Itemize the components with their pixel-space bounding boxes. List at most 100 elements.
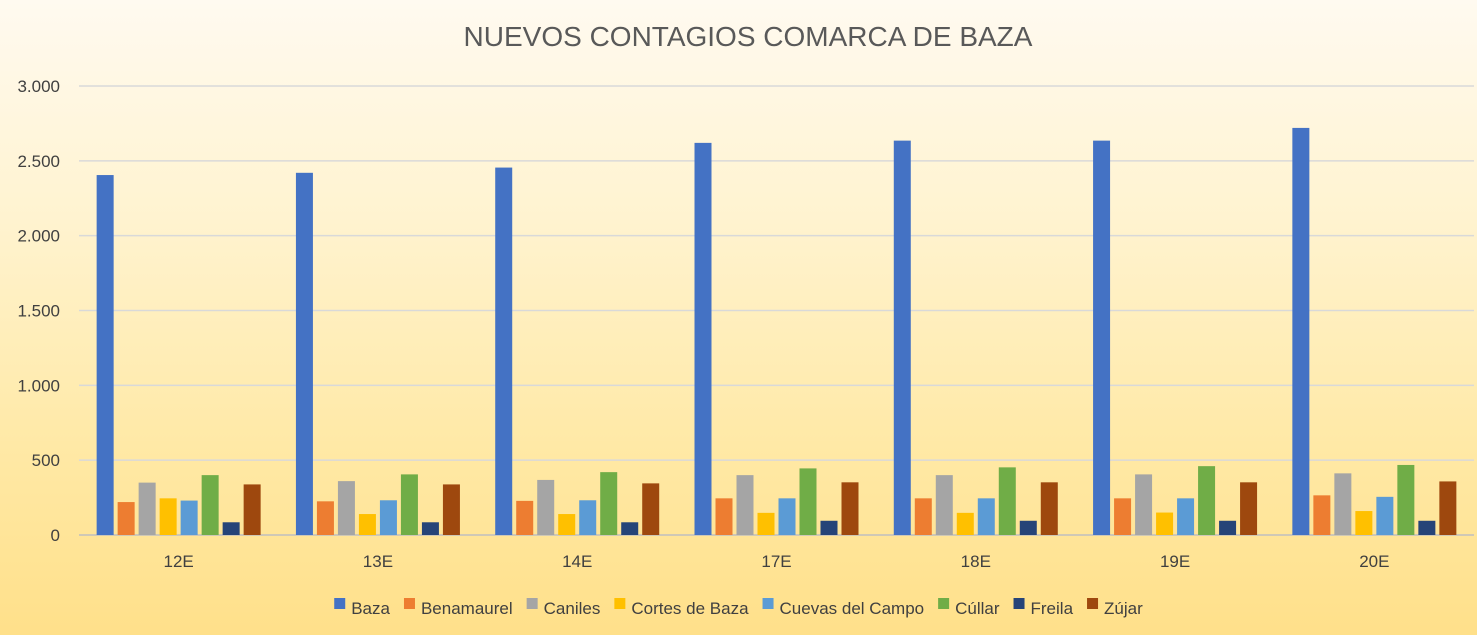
legend-swatch [762, 598, 774, 609]
bar-freila-19e [1219, 520, 1237, 535]
legend-item: Cúllar [938, 598, 1000, 618]
bar-zújar-20e [1439, 481, 1457, 535]
bar-baza-18e [893, 140, 911, 535]
legend-swatch [614, 598, 626, 609]
chart-title: NUEVOS CONTAGIOS COMARCA DE BAZA [464, 21, 1033, 52]
legend-swatch [1087, 598, 1099, 609]
bar-cúllar-12e [201, 475, 219, 535]
bar-zújar-12e [243, 484, 261, 535]
y-tick-label: 0 [51, 526, 60, 545]
legend-label: Cortes de Baza [631, 599, 749, 618]
x-tick-label: 13E [363, 552, 393, 571]
bar-cortes-de-baza-12e [159, 498, 177, 535]
x-axis-ticks: 12E 13E 14E 17E 18E 19E 20E [164, 552, 1390, 571]
legend-label: Cúllar [955, 599, 1000, 618]
bar-cuevas-del-campo-17e [778, 498, 796, 535]
legend-swatch [1013, 598, 1025, 609]
bar-zújar-19e [1240, 482, 1258, 535]
bar-cuevas-del-campo-19e [1177, 498, 1195, 535]
bar-caniles-19e [1135, 474, 1153, 535]
bar-zújar-18e [1040, 482, 1058, 535]
bar-benamaurel-17e [715, 498, 733, 535]
y-tick-label: 3.000 [17, 77, 60, 96]
bar-benamaurel-19e [1114, 498, 1132, 535]
bar-cortes-de-baza-19e [1156, 512, 1174, 535]
bar-cuevas-del-campo-12e [180, 500, 198, 535]
legend-swatch [334, 598, 346, 609]
legend-item: Cortes de Baza [614, 598, 749, 618]
bar-caniles-18e [935, 475, 953, 535]
bar-cortes-de-baza-14e [558, 514, 576, 535]
legend-label: Zújar [1104, 599, 1143, 618]
y-tick-label: 2.000 [17, 227, 60, 246]
bar-caniles-20e [1334, 473, 1352, 535]
bar-cúllar-19e [1198, 466, 1216, 535]
legend-item: Benamaurel [403, 598, 513, 618]
legend-item: Zújar [1087, 598, 1143, 618]
bar-benamaurel-14e [516, 500, 534, 535]
bar-cúllar-13e [400, 474, 418, 535]
y-axis-ticks: 0 500 1.000 1.500 2.000 2.500 3.000 [17, 77, 60, 545]
bar-benamaurel-18e [914, 498, 932, 535]
bar-cúllar-20e [1397, 464, 1415, 535]
bar-cuevas-del-campo-18e [977, 498, 995, 535]
legend-item: Cuevas del Campo [762, 598, 925, 618]
bar-baza-17e [694, 142, 712, 535]
legend-label: Benamaurel [421, 599, 513, 618]
bar-cortes-de-baza-18e [956, 512, 974, 535]
bar-baza-19e [1093, 140, 1111, 535]
bar-freila-14e [621, 522, 639, 535]
y-tick-label: 1.000 [17, 376, 60, 395]
legend-swatch [403, 598, 415, 609]
x-tick-label: 14E [562, 552, 592, 571]
legend-label: Cuevas del Campo [780, 599, 925, 618]
legend-item: Caniles [526, 598, 601, 618]
bar-baza-13e [295, 172, 313, 535]
bar-baza-12e [96, 175, 114, 535]
bar-freila-18e [1019, 520, 1037, 535]
bar-cortes-de-baza-20e [1355, 511, 1373, 535]
y-tick-label: 1.500 [17, 302, 60, 321]
bar-caniles-12e [138, 482, 156, 535]
legend-item: Baza [334, 598, 391, 618]
gridlines [79, 85, 1474, 536]
bar-freila-20e [1418, 520, 1436, 535]
bar-cuevas-del-campo-20e [1376, 496, 1394, 535]
bar-freila-17e [820, 520, 838, 535]
legend-label: Freila [1031, 599, 1074, 618]
x-tick-label: 19E [1160, 552, 1190, 571]
bar-cúllar-18e [998, 467, 1016, 535]
bars [96, 127, 1457, 535]
x-tick-label: 20E [1359, 552, 1389, 571]
bar-freila-13e [421, 522, 439, 535]
legend-swatch [938, 598, 950, 609]
y-tick-label: 2.500 [17, 152, 60, 171]
bar-baza-14e [495, 167, 513, 535]
legend-swatch [526, 598, 538, 609]
bar-freila-12e [222, 522, 240, 535]
bar-zújar-13e [442, 484, 460, 535]
bar-benamaurel-12e [117, 502, 135, 535]
x-tick-label: 18E [961, 552, 991, 571]
legend-label: Baza [351, 599, 390, 618]
y-tick-label: 500 [32, 451, 60, 470]
bar-caniles-13e [337, 481, 355, 535]
bar-benamaurel-13e [316, 501, 334, 535]
x-tick-label: 12E [164, 552, 194, 571]
legend: Baza Benamaurel Caniles Cortes de Baza Cueva… [334, 598, 1143, 618]
bar-benamaurel-20e [1313, 495, 1331, 535]
bar-caniles-17e [736, 475, 754, 535]
bar-cortes-de-baza-17e [757, 512, 775, 535]
legend-label: Caniles [544, 599, 601, 618]
bar-cúllar-14e [600, 472, 618, 535]
x-tick-label: 17E [761, 552, 791, 571]
bar-baza-20e [1292, 127, 1310, 535]
bar-cuevas-del-campo-14e [579, 500, 597, 535]
bar-zújar-17e [841, 482, 859, 535]
bar-cuevas-del-campo-13e [379, 500, 397, 535]
bar-cúllar-17e [799, 468, 817, 535]
bar-caniles-14e [537, 479, 555, 535]
bar-cortes-de-baza-13e [358, 514, 376, 535]
